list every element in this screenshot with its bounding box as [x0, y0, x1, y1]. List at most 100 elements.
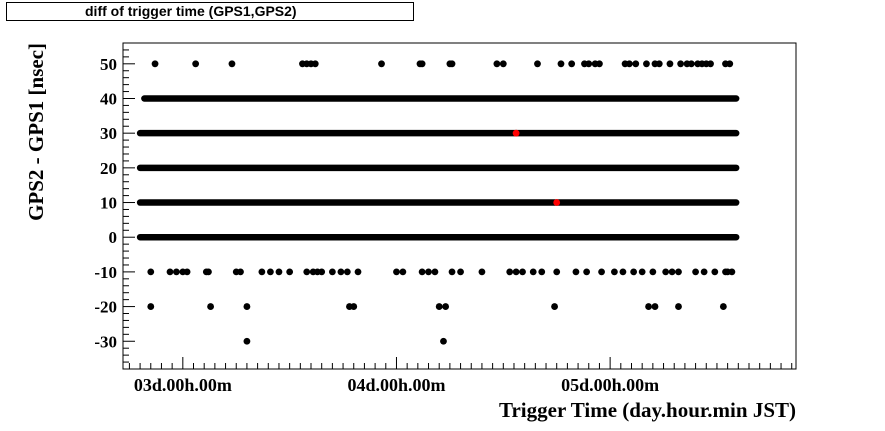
data-point [645, 303, 652, 310]
data-point [173, 268, 180, 276]
y-tick-label: 10 [100, 194, 117, 213]
data-point [207, 303, 214, 310]
data-point [237, 268, 244, 276]
data-point [529, 268, 537, 276]
data-point [448, 60, 456, 68]
data-point [147, 303, 155, 310]
data-point [519, 268, 526, 276]
data-point [632, 60, 640, 68]
data-point [499, 60, 507, 68]
data-point [151, 60, 159, 68]
data-point [638, 268, 646, 276]
data-point [399, 268, 407, 276]
data-point [583, 268, 591, 276]
y-tick-label: 40 [100, 89, 117, 108]
data-point [711, 268, 719, 276]
data-point [506, 268, 514, 276]
data-point [258, 268, 266, 276]
data-point [275, 268, 283, 276]
data-point [675, 268, 682, 276]
data-point [328, 268, 336, 276]
data-point [572, 268, 580, 276]
y-tick-label: 0 [109, 228, 118, 247]
data-point [655, 60, 663, 68]
data-point [228, 60, 236, 68]
data-point [457, 268, 464, 276]
x-tick-label: 03d.00h.00m [134, 375, 232, 395]
data-point [147, 268, 155, 276]
y-tick-label: 50 [100, 55, 117, 74]
data-point [243, 337, 251, 345]
highlight-point [512, 129, 520, 137]
data-point [675, 303, 682, 310]
data-point [651, 303, 659, 310]
data-point [598, 268, 605, 276]
data-point [303, 268, 311, 276]
data-point [267, 268, 274, 276]
plot-frame [122, 42, 797, 370]
y-tick-label: -30 [94, 332, 117, 351]
data-point [553, 268, 561, 276]
data-point [534, 60, 541, 68]
data-point [183, 268, 191, 276]
y-axis-title: GPS2 - GPS1 [nsec] [24, 43, 48, 221]
data-point [630, 268, 638, 276]
data-point [585, 60, 593, 68]
data-point [568, 60, 576, 68]
data-point [719, 303, 727, 310]
data-point [435, 303, 443, 310]
data-point [192, 60, 200, 68]
data-point [692, 268, 699, 276]
data-point [343, 268, 351, 276]
data-point [551, 303, 558, 310]
data-point [425, 268, 432, 276]
data-point [728, 268, 736, 276]
data-point [662, 268, 670, 276]
data-point [493, 60, 501, 68]
x-tick-label: 04d.00h.00m [347, 375, 445, 395]
data-point [666, 60, 674, 68]
data-point [442, 303, 450, 310]
y-tick-label: -20 [94, 298, 117, 317]
data-point [512, 268, 520, 276]
data-point [318, 268, 326, 276]
y-tick-label: 30 [100, 124, 117, 143]
data-point [337, 268, 345, 276]
y-tick-label: -10 [94, 263, 117, 282]
data-point [668, 268, 676, 276]
data-point [311, 60, 319, 68]
data-point [205, 268, 212, 276]
data-point [393, 268, 400, 276]
data-point [378, 60, 385, 68]
data-point [440, 337, 447, 345]
data-point [354, 268, 362, 276]
data-point [557, 60, 565, 68]
data-point [700, 268, 708, 276]
data-point [707, 60, 714, 68]
y-tick-label: 20 [100, 159, 117, 178]
chart-title: diff of trigger time (GPS1,GPS2) [6, 2, 414, 21]
data-point [448, 268, 456, 276]
data-point [243, 303, 251, 310]
data-point [625, 60, 633, 68]
x-tick-label: 05d.00h.00m [561, 375, 659, 395]
data-point [687, 60, 695, 68]
data-point [596, 60, 603, 68]
data-point [677, 60, 685, 68]
data-point [538, 268, 546, 276]
data-point [643, 60, 650, 68]
data-point [166, 268, 174, 276]
data-point [418, 268, 426, 276]
data-point [610, 268, 618, 276]
data-point [619, 268, 627, 276]
data-point [431, 268, 439, 276]
x-axis-title: Trigger Time (day.hour.min JST) [499, 398, 796, 422]
data-point [286, 268, 294, 276]
highlight-point [553, 199, 561, 206]
data-point [418, 60, 426, 68]
data-point [350, 303, 358, 310]
data-point [478, 268, 486, 276]
data-point [726, 60, 734, 68]
